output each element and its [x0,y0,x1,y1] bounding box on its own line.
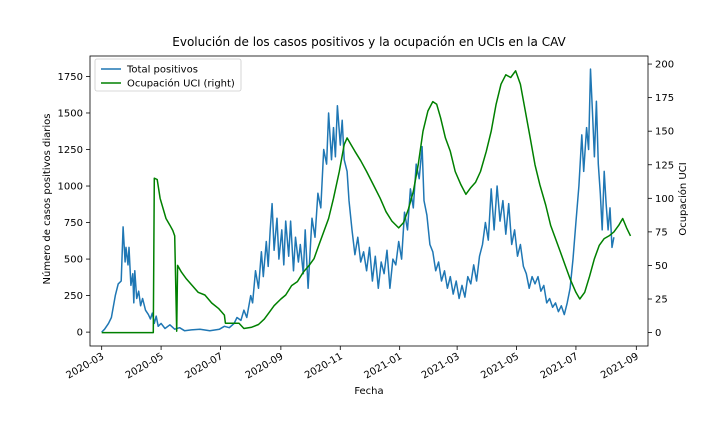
y-tick-label: 0 [77,328,83,339]
y-tick-label-right: 150 [655,127,674,138]
y-tick-label: 1500 [58,108,83,119]
y-tick-label-right: 75 [655,227,668,238]
y-tick-label-right: 100 [655,194,674,205]
y-tick-label-right: 175 [655,93,674,104]
legend-label-2: Ocupación UCI (right) [127,78,235,90]
y-axis-label-right: Ocupación UCI [677,162,689,235]
y-tick-label-right: 25 [655,295,668,306]
y-tick-label: 750 [64,218,83,229]
y-tick-label: 1250 [58,145,83,156]
y-tick-label: 500 [64,255,83,266]
plot-frame [89,55,649,347]
y-axis-label: Número de casos positivos diarios [41,114,53,285]
y-tick-label-right: 50 [655,261,668,272]
x-axis-label: Fecha [354,386,383,397]
y-tick-label: 250 [64,291,83,302]
legend-label-1: Total positivos [126,65,198,76]
legend-box [94,58,242,92]
legend: Total positivos Ocupación UCI (right) [94,58,242,92]
y-tick-label-right: 200 [655,60,674,71]
y-tick-label-right: 0 [655,328,661,339]
series-line-1 [101,68,615,333]
y-tick-label: 1750 [58,72,83,83]
y-tick-label: 1000 [58,182,83,193]
chart-title: Evolución de los casos positivos y la oc… [172,35,566,49]
series-line-2 [101,70,632,334]
plot-area [101,68,632,334]
y-tick-label-right: 125 [655,160,674,171]
